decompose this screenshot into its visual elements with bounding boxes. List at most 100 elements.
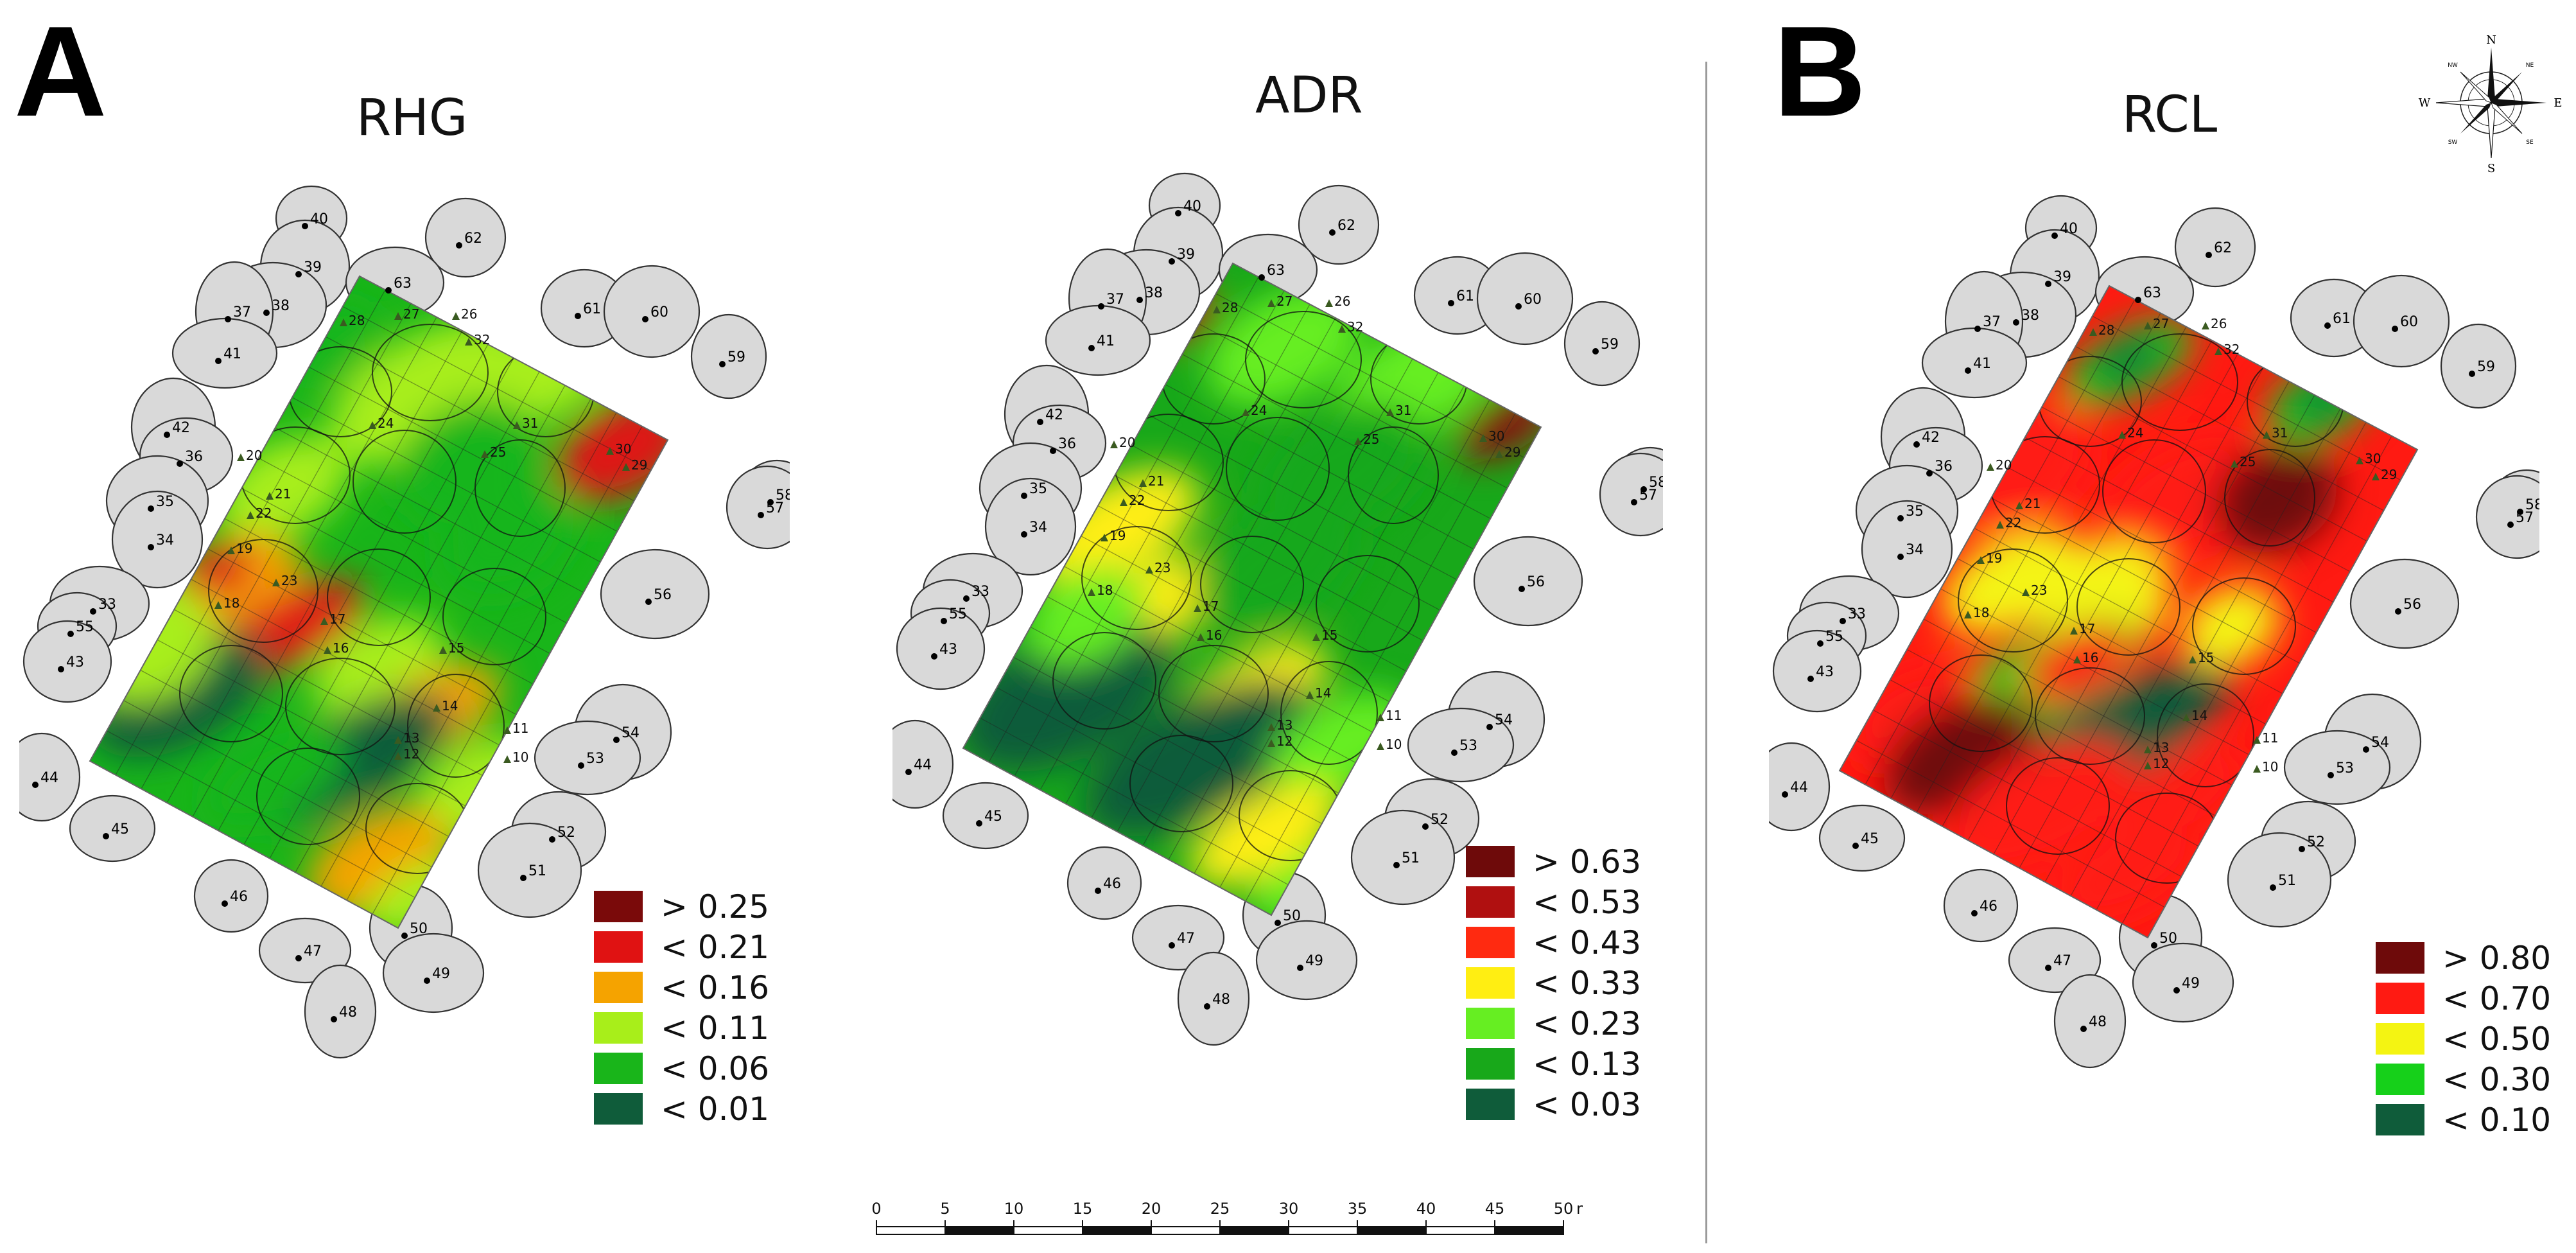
tree-crown: [942, 782, 1029, 850]
legend-label: < 0.50: [2442, 1020, 2552, 1058]
legend-swatch: [594, 1012, 643, 1044]
tree-label: 51: [2278, 873, 2296, 889]
tree-crown: [726, 465, 790, 550]
legend-item: < 0.23: [1466, 1003, 1641, 1044]
legend-item: < 0.50: [2376, 1019, 2551, 1059]
tree-label: 55: [76, 619, 94, 635]
scale-tick-label: 50: [1554, 1200, 1574, 1218]
grid-label: 16: [2082, 650, 2098, 665]
tree-label: 40: [2060, 221, 2078, 237]
tree-label: 38: [2021, 308, 2039, 324]
tree-label: 62: [2214, 240, 2232, 256]
tree-label: 51: [1402, 850, 1420, 866]
tree-label: 40: [1183, 198, 1201, 215]
tree-label: 49: [2182, 976, 2200, 992]
tree-crown: [382, 933, 485, 1013]
legend-label: > 0.80: [2442, 939, 2552, 977]
tree-label: 54: [1495, 712, 1513, 728]
scale-tick-label: 0: [871, 1200, 881, 1218]
legend-swatch: [594, 972, 643, 1003]
grid-label: 20: [1996, 457, 2012, 473]
tree-label: 63: [1267, 263, 1285, 279]
tree-crown: [1177, 951, 1250, 1046]
tree-label: 48: [1212, 992, 1230, 1008]
compass-rose-icon: N S E W NE NW SE SW: [2419, 33, 2563, 175]
scale-segment: [1219, 1226, 1289, 1235]
tree-crown: [1476, 252, 1574, 346]
scale-tick-label: 40: [1416, 1200, 1436, 1218]
legend-swatch: [594, 1093, 643, 1125]
grid-label: 22: [256, 505, 272, 521]
tree-label: 57: [2516, 510, 2534, 526]
tree-label: 48: [339, 1004, 357, 1021]
tree-label: 47: [304, 943, 322, 959]
tree-crown: [2132, 942, 2234, 1023]
grid-label: 20: [246, 448, 262, 463]
tree-label: 54: [2371, 735, 2389, 751]
tree-crown: [984, 477, 1077, 576]
legend-label: < 0.03: [1533, 1085, 1642, 1123]
grid-label: 10: [512, 749, 528, 765]
tree-label: 50: [410, 921, 428, 937]
legend-item: < 0.01: [594, 1089, 769, 1129]
tree-label: 58: [776, 487, 790, 504]
legend-rcl: > 0.80 < 0.70 < 0.50 < 0.30 < 0.10: [2376, 938, 2551, 1140]
compass-e: E: [2554, 96, 2562, 110]
grid-label: 28: [349, 313, 365, 328]
grid-label: 11: [2262, 730, 2278, 746]
legend-label: < 0.11: [661, 1009, 770, 1047]
tree-label: 33: [98, 597, 116, 613]
scale-tick-label: 10: [1004, 1200, 1024, 1218]
grid-label: 24: [378, 416, 394, 431]
tree-label: 49: [432, 966, 450, 982]
grid-label: 13: [1276, 717, 1292, 733]
tree-crown: [1769, 742, 1831, 832]
grid-label: 25: [490, 444, 506, 460]
legend-label: < 0.23: [1533, 1004, 1642, 1042]
tree-label: 59: [1601, 337, 1619, 353]
tree-label: 56: [1527, 574, 1545, 590]
grid-label: 19: [1110, 528, 1126, 543]
grid-label: 32: [1347, 319, 1363, 335]
tree-label: 45: [984, 809, 1002, 825]
legend-item: < 0.03: [1466, 1084, 1641, 1125]
tree-label: 38: [1145, 285, 1163, 301]
tree-crown: [1943, 868, 2019, 943]
legend-swatch: [1466, 886, 1515, 918]
legend-label: < 0.30: [2442, 1060, 2552, 1098]
compass-w: W: [2419, 96, 2431, 110]
grid-label: 30: [615, 441, 631, 457]
tree-label: 43: [939, 642, 957, 658]
grid-label: 26: [461, 306, 477, 322]
grid-label: 27: [403, 306, 419, 322]
grid-label: 29: [1504, 444, 1520, 460]
tree-crown: [690, 313, 767, 399]
tree-label: 50: [2159, 931, 2177, 947]
tree-crown: [2353, 274, 2450, 368]
tree-crown: [1255, 920, 1358, 1001]
grid-label: 27: [2153, 316, 2169, 331]
legend-swatch: [1466, 1008, 1515, 1039]
grid-label: 14: [1315, 685, 1331, 701]
grid-label: 28: [2098, 322, 2114, 338]
legend-label: < 0.53: [1533, 883, 1642, 921]
legend-swatch: [1466, 1089, 1515, 1120]
tree-crown: [258, 917, 352, 984]
tree-label: 56: [654, 587, 672, 603]
legend-item: > 0.63: [1466, 841, 1641, 882]
legend-swatch: [1466, 967, 1515, 999]
tree-label: 41: [223, 346, 241, 362]
tree-label: 43: [1816, 664, 1834, 680]
tree-crown: [2475, 475, 2539, 559]
legend-item: > 0.25: [594, 886, 769, 927]
tree-label: 53: [1459, 738, 1477, 754]
tree-crown: [600, 548, 710, 640]
legend-item: < 0.30: [2376, 1059, 2551, 1100]
grid-label: 19: [236, 541, 252, 556]
scale-tick-label: 20: [1142, 1200, 1162, 1218]
grid-label: 21: [1148, 473, 1164, 489]
compass-s: S: [2487, 162, 2495, 175]
legend-label: < 0.10: [2442, 1101, 2552, 1139]
grid-label: 31: [522, 416, 538, 431]
